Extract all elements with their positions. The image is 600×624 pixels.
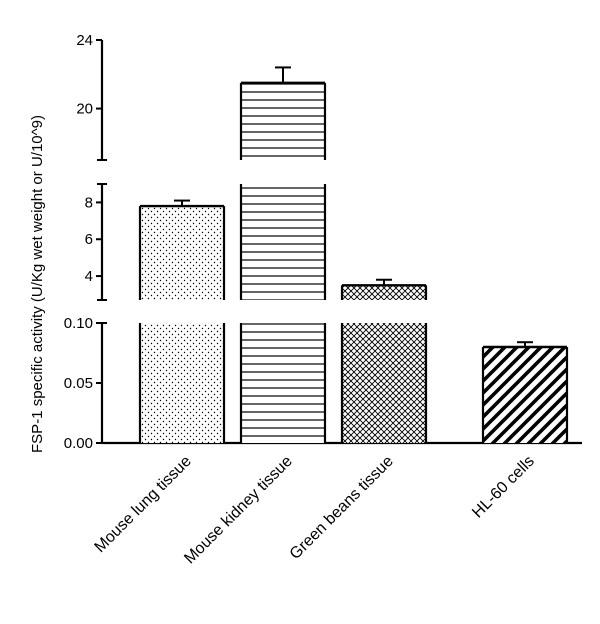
bar-0 (138, 199, 226, 443)
y-tick-label: 0.00 (64, 435, 93, 452)
bar-2 (340, 278, 428, 443)
bar-fill (483, 347, 567, 443)
y-tick-label: 0.05 (64, 375, 93, 392)
bar-1 (239, 66, 327, 443)
y-tick-label: 6 (85, 231, 93, 248)
bar-fill (342, 323, 426, 443)
y-axis-label: FSP-1 specific activity (U/Kg wet weight… (29, 115, 46, 453)
bar-3 (481, 341, 569, 443)
bar-fill (241, 184, 325, 300)
x-tick-label: HL-60 cells (469, 453, 538, 522)
y-tick-label: 4 (85, 268, 93, 285)
x-tick-label: Mouse lung tissue (92, 453, 195, 556)
y-tick-label: 24 (76, 32, 93, 49)
bar-fill (241, 323, 325, 443)
y-tick-label: 0.10 (64, 315, 93, 332)
y-tick-label: 20 (76, 101, 93, 118)
bar-fill (140, 323, 224, 443)
x-tick-label: Mouse kidney tissue (181, 453, 296, 568)
bar-fill (140, 206, 224, 300)
x-tick-label: Green beans tissue (287, 453, 397, 563)
y-tick-label: 8 (85, 194, 93, 211)
bar-fill (342, 285, 426, 300)
bar-fill (241, 82, 325, 160)
bars (138, 66, 569, 443)
